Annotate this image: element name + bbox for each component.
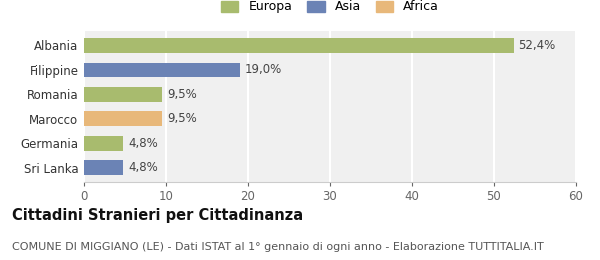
Text: 9,5%: 9,5% <box>167 88 197 101</box>
Text: 4,8%: 4,8% <box>128 161 158 174</box>
Bar <box>84 38 514 53</box>
Text: 9,5%: 9,5% <box>167 112 197 125</box>
Text: 4,8%: 4,8% <box>128 137 158 150</box>
Legend: Europa, Asia, Africa: Europa, Asia, Africa <box>218 0 442 16</box>
Bar <box>84 160 124 175</box>
Text: Cittadini Stranieri per Cittadinanza: Cittadini Stranieri per Cittadinanza <box>12 208 303 223</box>
Bar <box>84 87 162 102</box>
Text: 19,0%: 19,0% <box>245 63 282 76</box>
Bar <box>84 63 240 77</box>
Text: 52,4%: 52,4% <box>518 39 556 52</box>
Bar <box>84 136 124 151</box>
Bar <box>84 112 162 126</box>
Text: COMUNE DI MIGGIANO (LE) - Dati ISTAT al 1° gennaio di ogni anno - Elaborazione T: COMUNE DI MIGGIANO (LE) - Dati ISTAT al … <box>12 242 544 252</box>
